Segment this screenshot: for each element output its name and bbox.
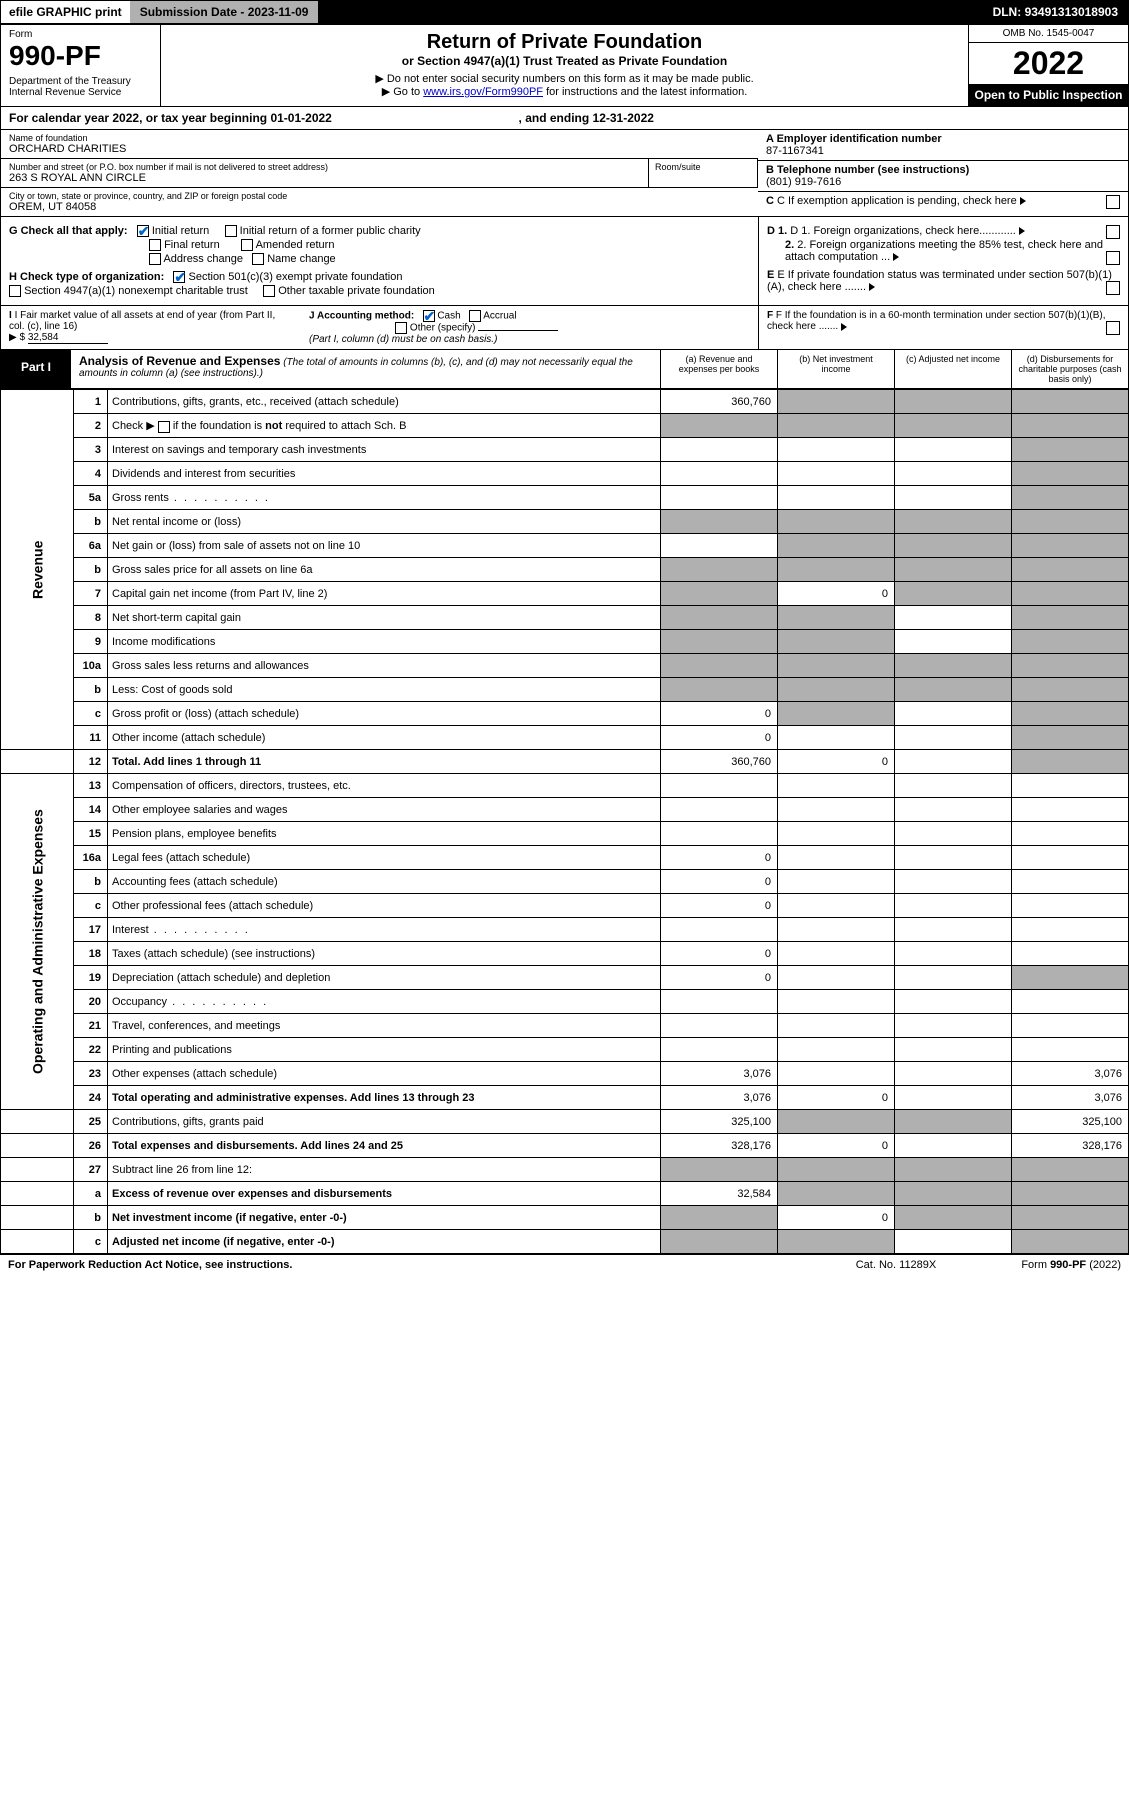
footer-right: Form 990-PF (2022) (971, 1259, 1121, 1271)
cb-final[interactable] (149, 239, 161, 251)
checkbox-area: G Check all that apply: Initial return I… (0, 217, 1129, 306)
cb-amended[interactable] (241, 239, 253, 251)
cb-d1[interactable] (1106, 225, 1120, 239)
col-c-header: (c) Adjusted net income (894, 350, 1011, 388)
foundation-name-cell: Name of foundation ORCHARD CHARITIES (1, 130, 758, 159)
info-left: Name of foundation ORCHARD CHARITIES Num… (1, 130, 758, 216)
footer-mid: Cat. No. 11289X (821, 1259, 971, 1271)
col-a-header: (a) Revenue and expenses per books (660, 350, 777, 388)
revenue-label: Revenue (1, 390, 74, 750)
phone-cell: B Telephone number (see instructions)(80… (758, 161, 1128, 192)
form-note1: ▶ Do not enter social security numbers o… (167, 72, 962, 85)
open-inspection: Open to Public Inspection (969, 84, 1128, 106)
cb-schb[interactable] (158, 421, 170, 433)
part1-label: Part I (1, 350, 71, 388)
form-title: Return of Private Foundation (167, 31, 962, 54)
dln: DLN: 93491313018903 (983, 1, 1128, 23)
form-note2: ▶ Go to www.irs.gov/Form990PF for instru… (167, 85, 962, 98)
main-table: Revenue 1Contributions, gifts, grants, e… (0, 389, 1129, 1254)
header-mid: Return of Private Foundation or Section … (161, 25, 968, 106)
expenses-label: Operating and Administrative Expenses (1, 774, 74, 1110)
address-row: Number and street (or P.O. box number if… (1, 159, 758, 188)
col-b-header: (b) Net investment income (777, 350, 894, 388)
cb-501c3[interactable] (173, 271, 185, 283)
cb-addr-change[interactable] (149, 253, 161, 265)
fmv-right: F F If the foundation is in a 60-month t… (758, 306, 1128, 349)
footer: For Paperwork Reduction Act Notice, see … (0, 1254, 1129, 1275)
checkbox-main: G Check all that apply: Initial return I… (1, 217, 758, 305)
fmv-row: I I Fair market value of all assets at e… (0, 306, 1129, 350)
cb-e[interactable] (1106, 281, 1120, 295)
part1-desc: Analysis of Revenue and Expenses (The to… (71, 350, 660, 388)
ein-cell: A Employer identification number87-11673… (758, 130, 1128, 161)
cb-initial-former[interactable] (225, 225, 237, 237)
col-d-header: (d) Disbursements for charitable purpose… (1011, 350, 1128, 388)
form-header: Form 990-PF Department of the TreasuryIn… (0, 24, 1129, 107)
info-right: A Employer identification number87-11673… (758, 130, 1128, 216)
footer-left: For Paperwork Reduction Act Notice, see … (8, 1259, 821, 1271)
cb-cash[interactable] (423, 310, 435, 322)
cb-other-tax[interactable] (263, 285, 275, 297)
form-label: Form (9, 29, 152, 40)
cb-initial[interactable] (137, 225, 149, 237)
fmv-left: I I Fair market value of all assets at e… (1, 306, 301, 349)
dept-label: Department of the TreasuryInternal Reven… (9, 76, 152, 98)
cb-accrual[interactable] (469, 310, 481, 322)
checkbox-side: D 1. D 1. Foreign organizations, check h… (758, 217, 1128, 305)
header-left: Form 990-PF Department of the TreasuryIn… (1, 25, 161, 106)
checkbox-c[interactable] (1106, 195, 1120, 209)
submission-date: Submission Date - 2023-11-09 (130, 1, 319, 23)
info-grid: Name of foundation ORCHARD CHARITIES Num… (0, 130, 1129, 217)
room-suite: Room/suite (648, 159, 758, 187)
city-cell: City or town, state or province, country… (1, 188, 758, 216)
form-number: 990-PF (9, 40, 152, 72)
cb-d2[interactable] (1106, 251, 1120, 265)
efile-label: efile GRAPHIC print (1, 1, 130, 23)
header-right: OMB No. 1545-0047 2022 Open to Public In… (968, 25, 1128, 106)
cb-f[interactable] (1106, 321, 1120, 335)
omb-number: OMB No. 1545-0047 (969, 25, 1128, 43)
form-subtitle: or Section 4947(a)(1) Trust Treated as P… (167, 54, 962, 68)
tax-year: 2022 (969, 43, 1128, 84)
cb-other-method[interactable] (395, 322, 407, 334)
part1-cols: (a) Revenue and expenses per books (b) N… (660, 350, 1128, 388)
calendar-year-row: For calendar year 2022, or tax year begi… (0, 107, 1129, 130)
part1-header: Part I Analysis of Revenue and Expenses … (0, 350, 1129, 389)
cb-4947[interactable] (9, 285, 21, 297)
top-bar: efile GRAPHIC print Submission Date - 20… (0, 0, 1129, 24)
irs-link[interactable]: www.irs.gov/Form990PF (423, 86, 543, 98)
fmv-mid: J Accounting method: Cash Accrual Other … (301, 306, 758, 349)
cb-name-change[interactable] (252, 253, 264, 265)
c-pending: C C If exemption application is pending,… (758, 192, 1128, 212)
